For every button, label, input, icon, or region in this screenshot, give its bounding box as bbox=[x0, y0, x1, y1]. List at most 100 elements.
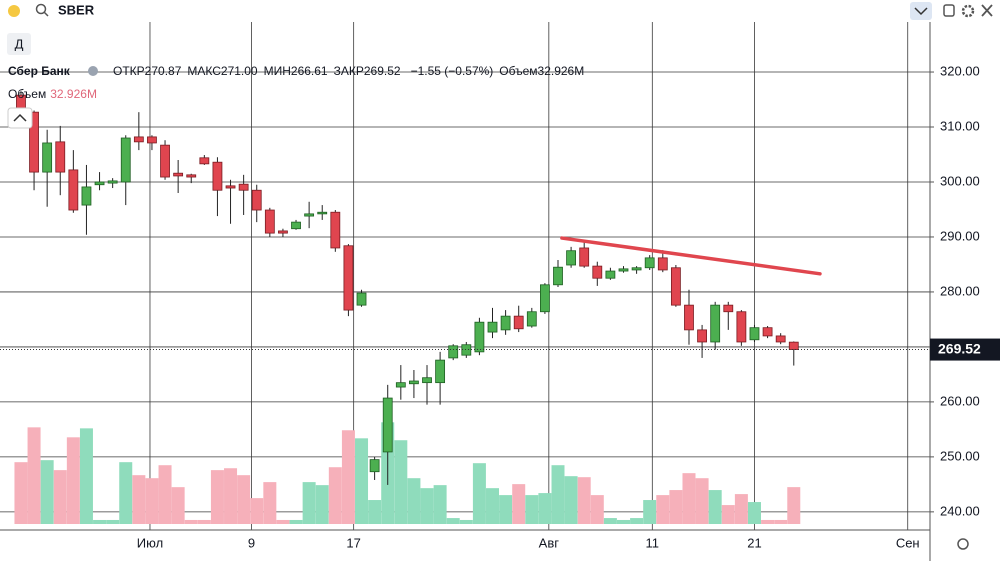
volume-bar bbox=[302, 482, 316, 524]
volume-bar bbox=[184, 519, 198, 524]
dropdown-button[interactable] bbox=[910, 2, 932, 20]
candle-body bbox=[605, 270, 616, 279]
candle-body bbox=[225, 185, 236, 189]
y-tick-label: 260.00 bbox=[940, 393, 980, 408]
candle-body bbox=[278, 230, 288, 234]
symbol[interactable]: SBER bbox=[58, 2, 95, 17]
axis-settings[interactable] bbox=[957, 538, 969, 550]
volume-bar bbox=[328, 467, 342, 524]
y-tick-label: 280.00 bbox=[940, 283, 980, 298]
candle-body bbox=[238, 183, 249, 191]
x-tick-label: 9 bbox=[248, 535, 255, 550]
volume-bar bbox=[761, 519, 775, 524]
y-tick-label: 240.00 bbox=[940, 503, 980, 518]
candle-body bbox=[264, 209, 275, 234]
candle-body bbox=[160, 144, 170, 178]
candle-body bbox=[618, 268, 629, 272]
volume-bar bbox=[433, 485, 447, 524]
candle-body bbox=[81, 186, 92, 206]
candle-body bbox=[644, 257, 655, 269]
volume-bar bbox=[682, 473, 696, 524]
y-tick-label: 300.00 bbox=[940, 173, 980, 188]
volume-bar bbox=[40, 460, 54, 524]
volume-bar bbox=[368, 500, 382, 524]
interval-button[interactable] bbox=[7, 33, 31, 55]
candle-body bbox=[500, 315, 511, 331]
last-price-badge bbox=[930, 338, 1000, 361]
candle-body bbox=[409, 380, 419, 385]
volume-bar bbox=[708, 490, 722, 524]
x-tick-label: Сен bbox=[896, 535, 920, 550]
volume-bar bbox=[315, 485, 329, 524]
legend-label: МАКС bbox=[187, 64, 221, 78]
candle-body bbox=[369, 459, 380, 473]
candle-body bbox=[395, 382, 406, 388]
candle-body bbox=[566, 250, 576, 266]
volume-bar bbox=[407, 478, 421, 524]
candle-body bbox=[657, 257, 668, 271]
volume-bar bbox=[747, 502, 761, 524]
volume-pane-value: 32.926M bbox=[50, 87, 97, 101]
volume-bar bbox=[787, 487, 801, 524]
interval-label[interactable]: Д bbox=[15, 36, 24, 51]
volume-bar bbox=[643, 500, 657, 524]
candle-body bbox=[526, 311, 537, 327]
candle-body bbox=[42, 142, 53, 173]
settings-icon[interactable] bbox=[961, 4, 975, 18]
candle-body bbox=[186, 174, 197, 178]
candle-body bbox=[199, 157, 210, 165]
search-icon-handle bbox=[43, 11, 49, 17]
candle-body bbox=[55, 141, 66, 173]
legend-label: ОТКР bbox=[113, 64, 145, 78]
legend-value: 266.61 bbox=[291, 64, 328, 78]
volume-bar bbox=[669, 490, 683, 524]
volume-bar bbox=[420, 488, 434, 524]
legend-label: ЗАКР bbox=[334, 64, 364, 78]
candle-body bbox=[173, 172, 184, 177]
volume-bar bbox=[499, 495, 513, 524]
window-icon[interactable] bbox=[943, 4, 955, 17]
volume-bar bbox=[734, 494, 748, 524]
candle-body bbox=[317, 211, 328, 215]
x-tick-label: 21 bbox=[747, 535, 761, 550]
legend: Сбер Банк ОТКР 270.87 МАКС 271.00 МИН 266.61 ЗА… bbox=[7, 64, 585, 129]
candle-body bbox=[212, 161, 223, 191]
candle-body bbox=[120, 137, 131, 183]
volume-bar bbox=[577, 477, 591, 524]
candle-body bbox=[762, 327, 773, 337]
volume-bar bbox=[224, 468, 238, 524]
status-dot bbox=[8, 5, 20, 17]
volume-bar bbox=[53, 470, 67, 524]
volume-bar bbox=[197, 519, 211, 524]
volume-bar bbox=[27, 427, 41, 524]
candle-body bbox=[304, 213, 315, 217]
y-tick-label: 310.00 bbox=[940, 118, 980, 133]
candle-body bbox=[330, 211, 341, 249]
y-tick-label: 320.00 bbox=[940, 63, 980, 78]
candle-body bbox=[29, 111, 39, 173]
legend-change: −1.55 (−0.57%) bbox=[411, 64, 494, 78]
toolbar-bg bbox=[0, 0, 1000, 22]
volume-bar bbox=[616, 519, 630, 524]
candle-body bbox=[736, 311, 747, 343]
volume-bar bbox=[276, 519, 290, 524]
candle-body bbox=[435, 359, 446, 384]
x-tick-label: Июл bbox=[137, 535, 163, 550]
candle-body bbox=[775, 335, 786, 343]
candle-body bbox=[356, 292, 367, 306]
volume-bar bbox=[237, 475, 251, 524]
volume-bar bbox=[79, 428, 93, 524]
search-icon[interactable] bbox=[35, 3, 47, 15]
volume-bar bbox=[774, 519, 788, 524]
legend-volume-value: 32.926M bbox=[538, 64, 585, 78]
close-icon[interactable] bbox=[981, 4, 993, 17]
candle-body bbox=[684, 304, 694, 331]
candle-body bbox=[487, 321, 498, 333]
volume-bar bbox=[512, 484, 526, 524]
volume-bar bbox=[538, 493, 552, 524]
candle-body bbox=[133, 136, 144, 143]
volume-bar bbox=[341, 430, 355, 524]
volume-bar bbox=[250, 498, 264, 524]
volume-bar bbox=[630, 518, 644, 524]
